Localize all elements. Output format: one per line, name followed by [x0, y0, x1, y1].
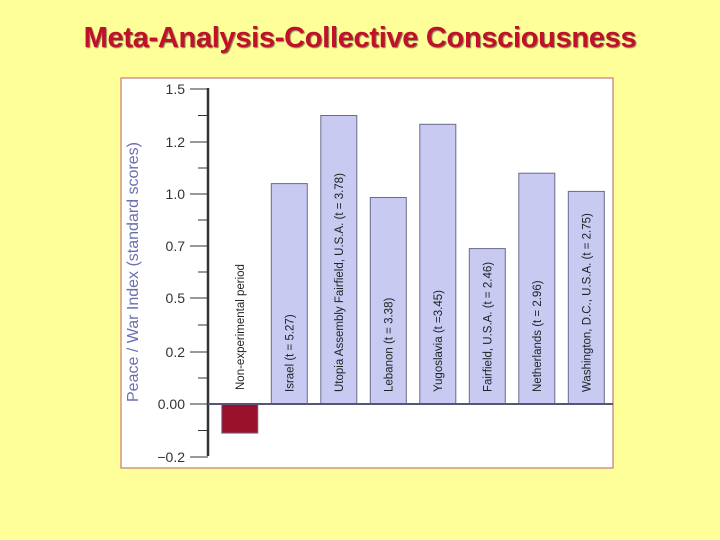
bar [518, 172, 556, 405]
y-tick-label: 1.5 [166, 81, 186, 97]
bar [468, 248, 506, 405]
bar-category-label: Utopia Assembly Fairfield, U.S.A. (t = 3… [334, 173, 346, 392]
bar [369, 197, 407, 405]
y-axis-title: Peace / War Index (standard scores) [125, 142, 142, 402]
y-tick-label: 0.7 [166, 238, 186, 254]
bar [320, 115, 358, 405]
y-tick-label: −0.2 [157, 449, 185, 465]
y-tick-label: 0.00 [158, 396, 185, 412]
y-tick-label: 0.5 [166, 290, 186, 306]
bar [419, 123, 457, 405]
y-tick-label: 1.0 [166, 186, 186, 202]
bar-category-label: Washington, D.C., U.S.A. (t = 2.75) [581, 213, 593, 392]
y-tick-label: 0.2 [166, 344, 186, 360]
bar-category-label: Yugoslavia (t =3.45) [433, 290, 445, 392]
bar-category-label: Israel (t = 5.27) [284, 314, 296, 392]
slide-title: Meta-Analysis-Collective Consciousness [83, 22, 637, 54]
bar [221, 403, 259, 434]
bar-category-label: Non-experimental period [235, 264, 247, 390]
bars: Non-experimental period Israel (t = 5.27)… [221, 115, 605, 434]
y-axis-ticks: 1.5 1.2 1.0 0.7 0.5 0.2 0.00 −0.2 [157, 81, 208, 465]
y-tick-label: 1.2 [166, 134, 186, 150]
bar-category-label: Netherlands (t = 2.96) [532, 280, 544, 392]
bar-category-label: Lebanon (t = 3.38) [383, 298, 395, 392]
bar-category-label: Fairfield, U.S.A. (t = 2.46) [482, 262, 494, 392]
bar [567, 190, 605, 405]
